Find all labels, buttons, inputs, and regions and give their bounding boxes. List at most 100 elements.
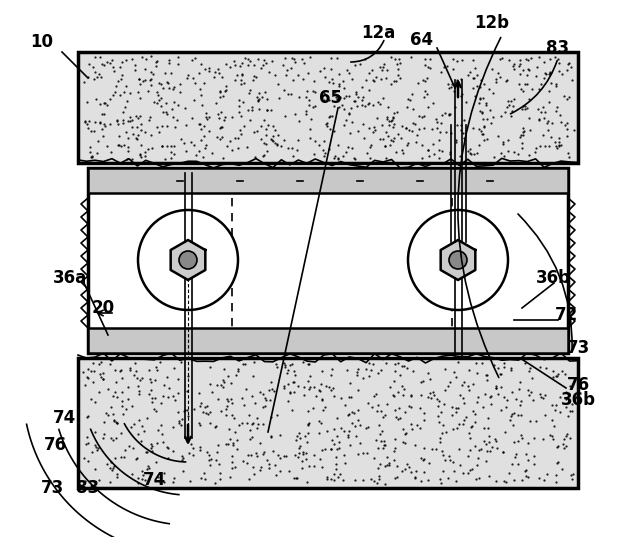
Point [500, 428, 510, 437]
Point [242, 143, 252, 151]
Point [479, 122, 489, 130]
Point [255, 439, 265, 448]
Point [88, 378, 99, 386]
Point [278, 359, 289, 367]
Point [129, 371, 139, 380]
Point [202, 447, 212, 456]
Point [436, 68, 446, 76]
Point [236, 112, 246, 120]
Point [349, 61, 360, 69]
Point [106, 434, 116, 442]
Point [126, 470, 136, 478]
Point [251, 72, 261, 81]
Point [107, 56, 117, 64]
Point [477, 130, 487, 139]
Point [211, 133, 221, 142]
Point [132, 122, 142, 131]
Point [516, 431, 526, 439]
Point [217, 73, 227, 82]
Point [177, 452, 188, 460]
Point [201, 113, 211, 121]
Point [476, 127, 486, 136]
Point [109, 462, 119, 470]
Point [428, 125, 438, 133]
Point [182, 406, 192, 415]
Point [334, 82, 344, 91]
Point [564, 59, 575, 67]
Point [181, 147, 191, 155]
Point [80, 117, 90, 126]
Point [118, 119, 129, 127]
Point [445, 456, 456, 465]
Point [314, 386, 324, 394]
Point [204, 127, 214, 135]
Point [436, 408, 446, 416]
Point [415, 477, 426, 486]
Point [332, 445, 342, 453]
Point [132, 135, 142, 143]
Point [246, 451, 256, 460]
Text: 83: 83 [76, 479, 100, 497]
Point [122, 96, 132, 105]
Point [332, 431, 342, 440]
Point [284, 388, 294, 397]
Point [132, 131, 143, 140]
Point [401, 103, 412, 111]
Point [556, 117, 566, 126]
Point [335, 93, 345, 102]
Point [376, 437, 386, 445]
Point [491, 437, 501, 445]
Point [449, 87, 459, 96]
Point [435, 475, 445, 483]
Point [272, 362, 282, 371]
Point [99, 110, 109, 119]
Point [210, 478, 220, 487]
Point [291, 436, 301, 444]
Point [398, 391, 408, 400]
Point [258, 403, 268, 412]
Point [415, 404, 425, 413]
Point [343, 143, 353, 151]
Point [244, 86, 255, 95]
Point [136, 422, 147, 430]
Point [417, 141, 427, 150]
Point [129, 419, 139, 428]
Point [301, 448, 312, 457]
Point [442, 62, 452, 71]
Point [465, 149, 476, 157]
Point [168, 391, 178, 400]
Point [221, 60, 232, 69]
Point [557, 440, 568, 448]
Point [547, 401, 557, 410]
Point [293, 117, 303, 126]
Point [506, 412, 516, 420]
Point [287, 144, 298, 153]
Point [163, 373, 173, 381]
Point [377, 66, 387, 75]
Point [266, 412, 276, 421]
Point [215, 475, 225, 483]
Point [513, 437, 523, 445]
Point [321, 382, 332, 390]
Point [115, 75, 125, 83]
Point [188, 451, 198, 459]
Point [225, 137, 235, 146]
Point [273, 451, 284, 459]
Point [527, 84, 537, 93]
Point [561, 441, 571, 450]
Point [319, 89, 329, 97]
Point [258, 420, 268, 429]
Point [166, 69, 177, 78]
Point [226, 394, 236, 403]
Point [81, 373, 92, 381]
Point [118, 452, 129, 461]
Point [404, 463, 414, 471]
Point [364, 372, 374, 380]
Point [562, 125, 572, 133]
Point [387, 137, 397, 146]
Point [541, 119, 552, 127]
Point [485, 393, 495, 401]
Point [526, 54, 536, 62]
Point [478, 403, 488, 411]
Point [189, 96, 199, 104]
